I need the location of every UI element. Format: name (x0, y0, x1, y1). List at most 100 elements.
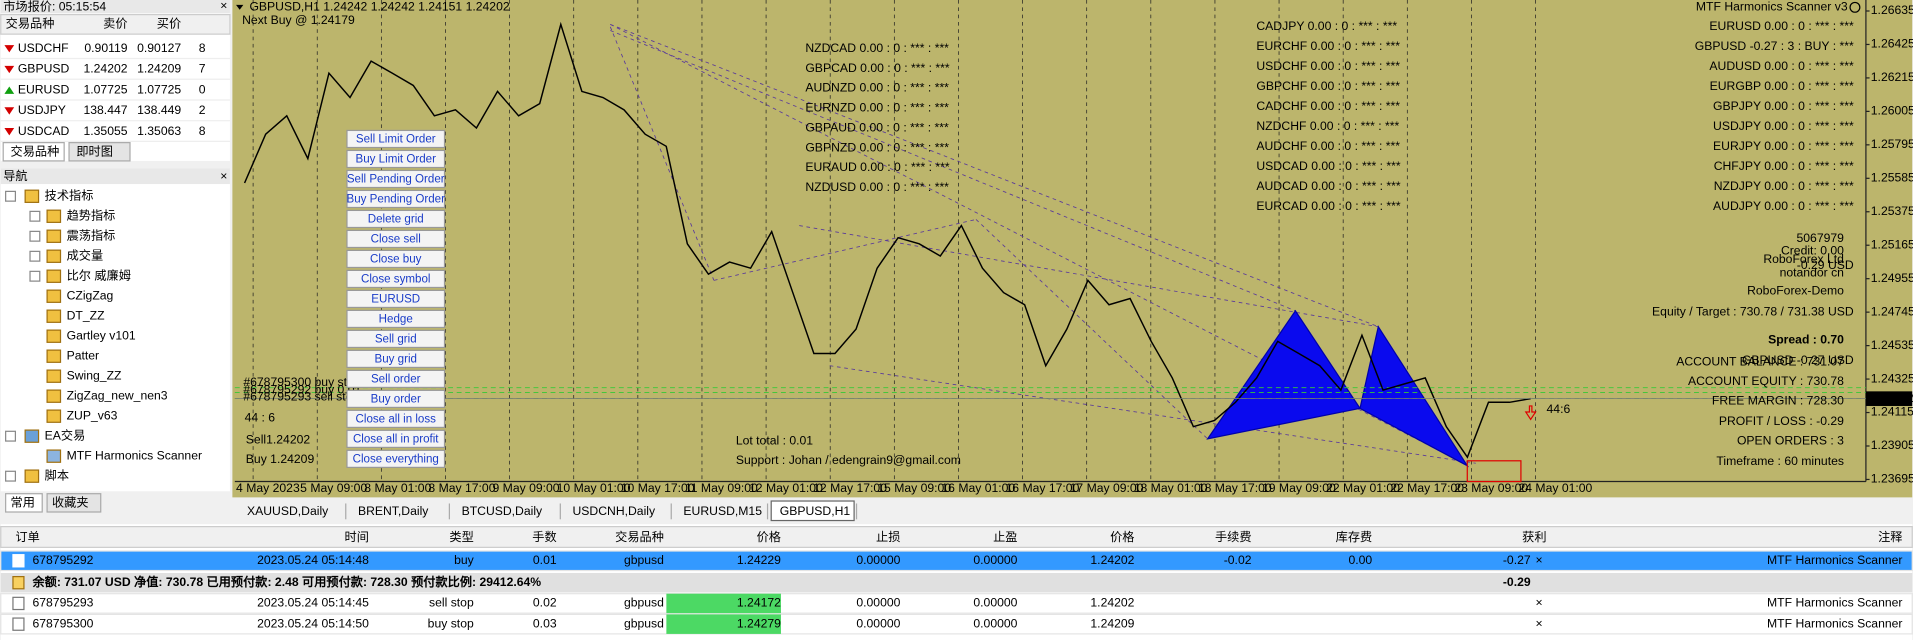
order-row[interactable] (0, 550, 1913, 572)
button-face[interactable] (346, 289, 446, 309)
tree-toggle[interactable] (29, 210, 41, 222)
button-label[interactable]: Buy Limit Order (356, 154, 437, 166)
tree-item[interactable]: EA交易 (45, 427, 86, 442)
chart-tab[interactable] (238, 501, 344, 521)
tree-item[interactable]: Patter (67, 348, 100, 362)
button-label[interactable]: Hedge (379, 314, 413, 326)
tree-item[interactable]: Swing_ZZ (67, 368, 122, 382)
tree-item[interactable]: 技术指标 (45, 187, 94, 202)
button-label[interactable]: Close buy (370, 254, 422, 266)
button-label[interactable]: Sell order (371, 374, 421, 386)
action-button[interactable]: Sell order (346, 369, 446, 389)
close-icon[interactable]: × (220, 169, 227, 183)
tree-toggle[interactable] (29, 250, 41, 262)
tab[interactable] (68, 142, 131, 162)
chart-tab-label[interactable]: XAUUSD,Daily (247, 504, 329, 518)
button-face[interactable] (346, 189, 446, 209)
close-order-icon[interactable]: × (1536, 596, 1543, 610)
chart-tab-label[interactable]: BRENT,Daily (358, 504, 429, 518)
close-icon[interactable]: × (220, 0, 227, 12)
action-button[interactable]: Sell Pending Order (346, 169, 446, 189)
chart-tab[interactable] (453, 501, 558, 521)
action-button[interactable]: Hedge (346, 309, 446, 329)
tree-item[interactable]: 脚本 (45, 467, 69, 482)
tree-toggle[interactable] (29, 270, 41, 282)
button-label[interactable]: Close sell (371, 234, 421, 246)
chart-tab[interactable] (674, 501, 766, 521)
button-label[interactable]: Close everything (353, 454, 439, 466)
button-label[interactable]: Buy grid (374, 354, 416, 366)
chart-tab[interactable] (349, 501, 447, 521)
action-button[interactable]: Buy order (346, 389, 446, 409)
chart-tab-label[interactable]: EURUSD,M15 (683, 504, 762, 518)
tab-label[interactable]: 收藏夹 (52, 496, 89, 510)
chart-tab[interactable] (770, 500, 855, 522)
action-button[interactable]: Delete grid (346, 209, 446, 229)
order-row[interactable] (0, 613, 1913, 635)
close-order-icon[interactable]: × (1536, 616, 1543, 630)
button-label[interactable]: Buy order (371, 394, 421, 406)
button-face[interactable] (346, 249, 446, 269)
button-label[interactable]: Delete grid (368, 214, 424, 226)
action-button[interactable]: Buy Pending Order (346, 189, 446, 209)
action-button[interactable]: Close buy (346, 249, 446, 269)
button-label[interactable]: Close all in profit (353, 434, 439, 446)
button-face[interactable] (346, 309, 446, 329)
chart-tab-label[interactable]: GBPUSD,H1 (780, 504, 851, 518)
button-face[interactable] (346, 369, 446, 389)
chart-tab[interactable] (563, 501, 669, 521)
action-button[interactable]: Buy grid (346, 349, 446, 369)
tree-toggle[interactable] (5, 190, 17, 202)
action-button[interactable]: Close all in profit (346, 429, 446, 449)
button-face[interactable] (346, 389, 446, 409)
tree-toggle[interactable] (5, 430, 17, 442)
button-face[interactable] (346, 149, 446, 169)
tree-item[interactable]: CZigZag (67, 288, 114, 302)
tab[interactable] (46, 493, 102, 513)
button-face[interactable] (346, 429, 446, 449)
tree-item[interactable]: ZigZag_new_nen3 (67, 388, 168, 402)
chart-tab-label[interactable]: BTCUSD,Daily (462, 504, 543, 518)
order-row[interactable] (0, 593, 1913, 614)
action-button[interactable]: EURUSD (346, 289, 446, 309)
button-label[interactable]: Close symbol (361, 274, 431, 286)
button-face[interactable] (346, 409, 446, 429)
tree-item[interactable]: 比尔 威廉姆 (67, 267, 131, 282)
chart-tab-label[interactable]: USDCNH,Daily (572, 504, 656, 518)
tree-toggle[interactable] (29, 230, 41, 242)
action-button[interactable]: Sell grid (346, 329, 446, 349)
button-face[interactable] (346, 349, 446, 369)
button-label[interactable]: Sell Pending Order (347, 174, 445, 186)
tree-toggle[interactable] (5, 470, 17, 482)
button-label[interactable]: Close all in loss (356, 414, 437, 426)
action-button[interactable]: Close symbol (346, 269, 446, 289)
action-button[interactable]: Sell Limit Order (346, 129, 446, 149)
button-face[interactable] (346, 209, 446, 229)
action-button[interactable]: Close everything (346, 449, 446, 468)
button-face[interactable] (346, 169, 446, 189)
tree-item[interactable]: DT_ZZ (67, 308, 105, 322)
action-button[interactable]: Close all in loss (346, 409, 446, 429)
action-button[interactable]: Buy Limit Order (346, 149, 446, 169)
tree-item[interactable]: MTF Harmonics Scanner (67, 448, 202, 462)
tab-label[interactable]: 交易品种 (11, 144, 60, 159)
button-face[interactable] (346, 449, 446, 468)
tab-label[interactable]: 常用 (11, 496, 35, 510)
button-face[interactable] (346, 129, 446, 149)
tree-item[interactable]: Gartley v101 (67, 328, 136, 342)
button-face[interactable] (346, 329, 446, 349)
tree-item[interactable]: 成交量 (67, 247, 104, 262)
tab[interactable] (2, 142, 65, 162)
button-label[interactable]: Sell grid (375, 334, 417, 346)
tree-item[interactable]: 震荡指标 (67, 227, 116, 242)
tree-item[interactable]: 趋势指标 (67, 207, 116, 222)
action-button[interactable]: Close sell (346, 229, 446, 249)
button-face[interactable] (346, 229, 446, 249)
button-label[interactable]: Buy Pending Order (346, 194, 445, 206)
tab-label[interactable]: 即时图 (76, 145, 113, 159)
button-face[interactable] (346, 269, 446, 289)
close-order-icon[interactable]: × (1536, 553, 1543, 567)
button-label[interactable]: EURUSD (371, 294, 420, 306)
tree-item[interactable]: ZUP_v63 (67, 408, 118, 422)
tab[interactable] (5, 493, 43, 513)
